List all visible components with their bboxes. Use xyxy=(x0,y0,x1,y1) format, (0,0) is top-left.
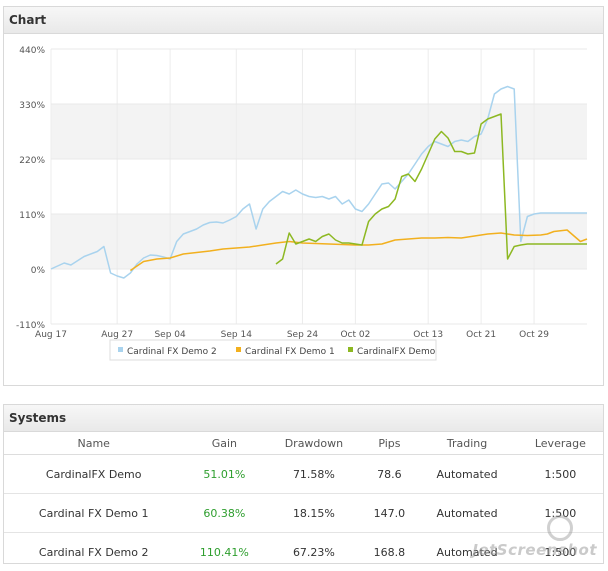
system-name-link[interactable]: CardinalFX Demo xyxy=(4,455,183,494)
x-tick-label: Oct 13 xyxy=(413,330,443,340)
y-tick-label: 440% xyxy=(19,46,45,56)
y-tick-label: 330% xyxy=(19,101,45,111)
y-tick-label: 110% xyxy=(19,211,45,221)
chart-panel-title: Chart xyxy=(4,7,603,34)
gain-value: 60.38% xyxy=(183,494,265,533)
pips-value: 168.8 xyxy=(362,533,416,571)
legend-entry: Cardinal FX Demo 1 xyxy=(245,347,335,357)
legend-swatch xyxy=(236,347,241,352)
legend-swatch xyxy=(348,347,353,352)
x-tick-label: Sep 14 xyxy=(221,330,253,340)
column-header-drawdown[interactable]: Drawdown xyxy=(265,432,362,455)
pips-value: 78.6 xyxy=(362,455,416,494)
trading-value: Automated xyxy=(416,494,517,533)
systems-panel-title: Systems xyxy=(4,405,603,432)
x-tick-label: Aug 27 xyxy=(101,330,133,340)
pips-value: 147.0 xyxy=(362,494,416,533)
watermark-logo: JetScreenshot xyxy=(472,541,597,559)
grid-band xyxy=(51,104,587,159)
drawdown-value: 18.15% xyxy=(265,494,362,533)
system-name-link[interactable]: Cardinal FX Demo 1 xyxy=(4,494,183,533)
x-tick-label: Aug 17 xyxy=(35,330,67,340)
legend-swatch xyxy=(118,347,123,352)
y-tick-label: 0% xyxy=(31,266,46,276)
x-tick-label: Oct 29 xyxy=(519,330,549,340)
leverage-value: 1:500 xyxy=(518,455,603,494)
table-row: Cardinal FX Demo 1 60.38% 18.15% 147.0 A… xyxy=(4,494,603,533)
systems-table-header: Name Gain Drawdown Pips Trading Leverage xyxy=(4,432,603,455)
drawdown-value: 67.23% xyxy=(265,533,362,571)
column-header-trading[interactable]: Trading xyxy=(416,432,517,455)
gain-value: 110.41% xyxy=(183,533,265,571)
x-tick-label: Sep 24 xyxy=(287,330,319,340)
x-tick-label: Oct 21 xyxy=(466,330,496,340)
system-name-link[interactable]: Cardinal FX Demo 2 xyxy=(4,533,183,571)
gain-value: 51.01% xyxy=(183,455,265,494)
camera-lens-icon xyxy=(547,515,573,541)
trading-value: Automated xyxy=(416,455,517,494)
column-header-gain[interactable]: Gain xyxy=(183,432,265,455)
legend-entry: Cardinal FX Demo 2 xyxy=(127,347,217,357)
y-tick-label: 220% xyxy=(19,156,45,166)
x-tick-label: Oct 02 xyxy=(340,330,370,340)
legend-entry: CardinalFX Demo xyxy=(357,347,436,357)
column-header-pips[interactable]: Pips xyxy=(362,432,416,455)
table-row: CardinalFX Demo 51.01% 71.58% 78.6 Autom… xyxy=(4,455,603,494)
column-header-leverage[interactable]: Leverage xyxy=(518,432,603,455)
drawdown-value: 71.58% xyxy=(265,455,362,494)
systems-panel: Systems Name Gain Drawdown Pips Trading … xyxy=(3,404,604,564)
x-tick-label: Sep 04 xyxy=(154,330,186,340)
column-header-name[interactable]: Name xyxy=(4,432,183,455)
